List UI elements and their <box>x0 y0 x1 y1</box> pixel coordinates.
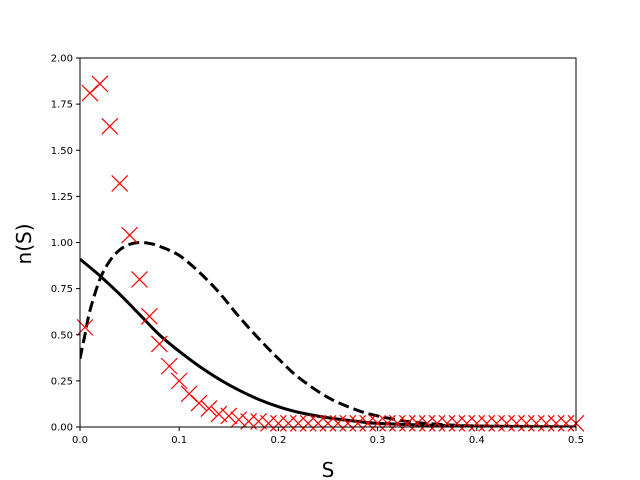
data-point-marker <box>220 407 238 425</box>
x-tick-label: 0.5 <box>568 435 584 446</box>
series-line-solid <box>80 257 576 427</box>
data-point-marker <box>121 226 139 244</box>
x-tick-label: 0.3 <box>370 435 386 446</box>
x-axis-title: S <box>322 458 335 480</box>
data-point-marker <box>200 400 218 417</box>
data-point-marker <box>101 117 119 135</box>
y-tick-label: 1.75 <box>51 100 73 111</box>
series-line-dashed <box>80 240 576 427</box>
y-tick-label: 0.75 <box>51 284 73 295</box>
y-tick-label: 1.50 <box>51 146 73 157</box>
data-point-marker <box>160 357 178 375</box>
x-axis: 0.0 0.1 0.2 0.3 0.4 0.5 <box>72 427 584 446</box>
data-point-marker <box>91 75 109 93</box>
y-tick-label: 1.25 <box>51 192 73 203</box>
y-tick-label: 0.00 <box>51 423 73 434</box>
data-point-marker <box>230 411 248 429</box>
data-point-marker <box>170 372 188 390</box>
data-point-marker <box>190 394 208 412</box>
x-tick-label: 0.0 <box>72 435 88 446</box>
data-point-marker <box>141 307 158 325</box>
data-point-marker <box>150 335 168 353</box>
x-tick-label: 0.1 <box>171 435 187 446</box>
y-tick-label: 0.25 <box>51 376 73 387</box>
data-point-marker <box>111 175 129 192</box>
x-tick-label: 0.2 <box>270 435 286 446</box>
data-point-marker <box>131 270 148 288</box>
y-tick-label: 0.50 <box>51 330 73 341</box>
data-point-marker <box>210 405 228 423</box>
y-tick-label: 1.00 <box>51 238 73 249</box>
y-axis-title: n(S) <box>12 224 36 265</box>
plot-background <box>80 58 576 427</box>
x-tick-label: 0.4 <box>469 435 485 446</box>
y-tick-label: 2.00 <box>51 54 73 65</box>
y-axis: 0.00 0.25 0.50 0.75 1.00 1.25 1.50 1.75 2.00 <box>51 54 80 434</box>
